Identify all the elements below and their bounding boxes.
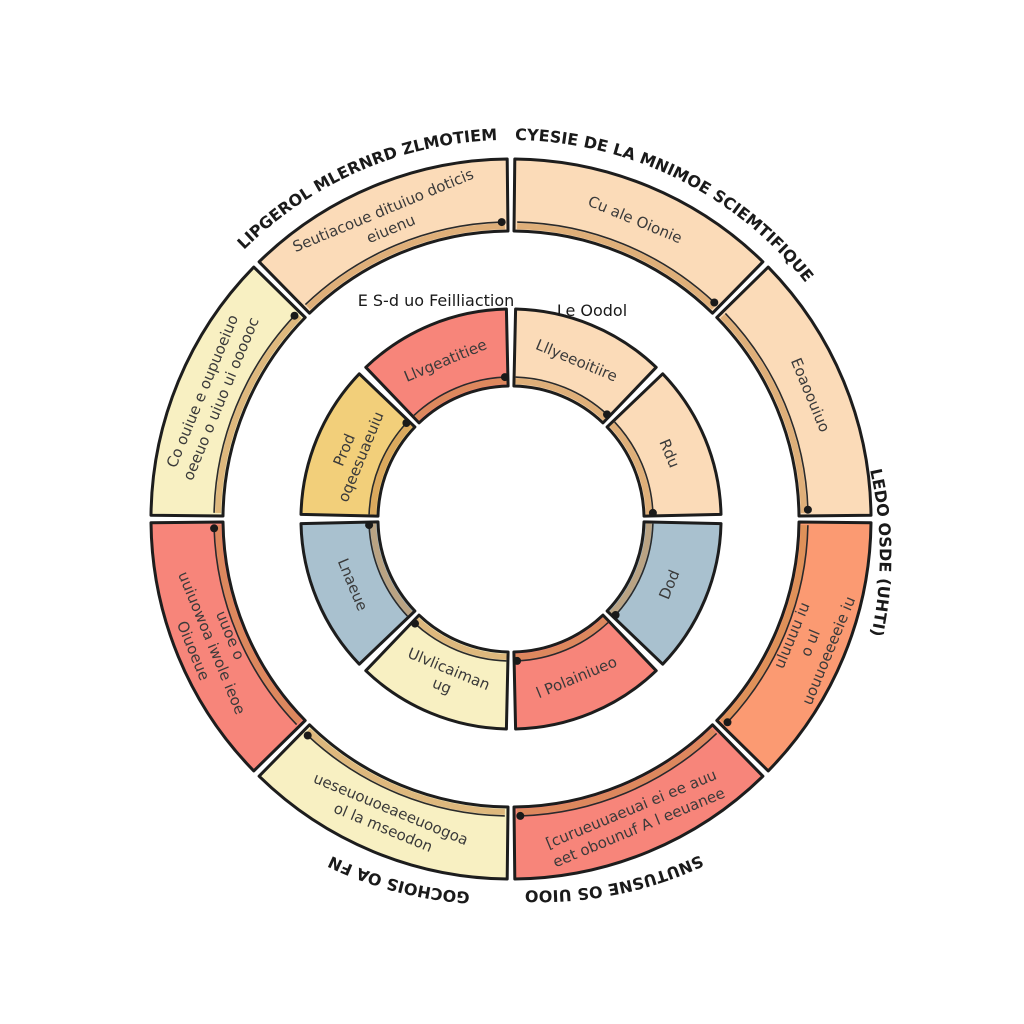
outer-segment-4-arrow-dot-icon bbox=[516, 811, 525, 820]
inner-segment-6-inner-shade bbox=[370, 523, 413, 616]
outer-segment-1-flow-arc bbox=[517, 221, 715, 304]
outer-segment-6-flow-arc bbox=[213, 528, 298, 726]
outer-segment-7 bbox=[149, 265, 307, 518]
inner-segment-3 bbox=[605, 520, 723, 666]
outer-segment-3 bbox=[715, 520, 873, 773]
inner-segment-2-arrow-dot-icon bbox=[648, 508, 657, 517]
inner-label-left: E S-d uo Feilliaction bbox=[358, 291, 515, 310]
inner-segment-5-arrow-dot-icon bbox=[411, 619, 419, 628]
inner-segment-8-inner-shade bbox=[414, 378, 507, 421]
inner-segment-3-arrow-dot-icon bbox=[611, 611, 620, 619]
outer-segment-5 bbox=[257, 723, 510, 881]
outer-segment-1 bbox=[512, 157, 765, 315]
outer-segment-5-flow-arc bbox=[307, 734, 505, 817]
inner-segment-7-arrow-dot-icon bbox=[402, 419, 411, 427]
inner-segment-1-flow-arc bbox=[515, 376, 608, 415]
outer-label-bottom-left: GOCHOIS OA FNOS bbox=[0, 0, 470, 907]
outer-segment-8-inner-shade bbox=[306, 223, 505, 310]
inner-segment-6-flow-arc bbox=[368, 525, 408, 617]
inner-segment-2 bbox=[605, 372, 723, 518]
outer-segment-2-inner-shade bbox=[720, 314, 807, 513]
outer-segment-2 bbox=[715, 265, 873, 518]
outer-segment-6 bbox=[149, 520, 307, 773]
outer-segment-3-flow-arc bbox=[726, 525, 809, 723]
outer-segment-3-arrow-dot-icon bbox=[723, 718, 732, 727]
inner-segment-5 bbox=[364, 613, 510, 731]
outer-segment-8 bbox=[257, 157, 510, 315]
outer-segment-7-flow-arc bbox=[213, 315, 296, 513]
inner-label-right: Le Oodol bbox=[557, 301, 627, 320]
inner-segment-2-flow-arc bbox=[614, 421, 654, 513]
outer-segment-4-inner-shade bbox=[517, 728, 716, 815]
inner-segment-2-inner-shade bbox=[609, 422, 652, 515]
inner-segment-3-inner-shade bbox=[609, 523, 652, 616]
outer-segment-7-arrow-dot-icon bbox=[290, 311, 299, 320]
inner-segment-5-line-2: ug bbox=[430, 674, 454, 698]
outer-segment-8-flow-arc bbox=[304, 221, 502, 306]
inner-segment-1 bbox=[512, 307, 658, 425]
outer-ring-labels: CYESIE DE LA MNIMOE SCIEMTIFIQUE LEDO OS… bbox=[0, 0, 895, 907]
inner-segment-8-arrow-dot-icon bbox=[500, 373, 509, 382]
outer-segment-6-inner-shade bbox=[215, 525, 302, 724]
inner-segment-4-inner-shade bbox=[515, 617, 608, 660]
outer-segment-6-arrow-dot-icon bbox=[210, 524, 219, 533]
outer-segment-7-inner-shade bbox=[215, 314, 302, 513]
inner-segment-7-flow-arc bbox=[368, 422, 407, 515]
inner-segment-7 bbox=[299, 372, 417, 518]
outer-segment-4-flow-arc bbox=[520, 732, 718, 817]
outer-segment-4 bbox=[512, 723, 765, 881]
inner-segment-6-arrow-dot-icon bbox=[365, 521, 374, 530]
outer-segment-2-arrow-dot-icon bbox=[803, 505, 812, 514]
inner-segment-3-flow-arc bbox=[615, 523, 654, 616]
outer-segment-2-flow-arc bbox=[724, 312, 809, 510]
inner-segment-1-inner-shade bbox=[515, 378, 608, 421]
inner-segment-7-inner-shade bbox=[370, 422, 413, 515]
inner-segment-4-arrow-dot-icon bbox=[513, 656, 522, 665]
inner-segment-5-inner-shade bbox=[414, 617, 507, 660]
inner-segment-5-flow-arc bbox=[414, 623, 507, 662]
outer-segment-5-arrow-dot-icon bbox=[303, 731, 312, 740]
inner-segment-4 bbox=[512, 613, 658, 731]
outer-segment-1-arrow-dot-icon bbox=[710, 298, 719, 307]
inner-segment-8-flow-arc bbox=[413, 376, 505, 416]
outer-segment-5-inner-shade bbox=[306, 728, 505, 815]
inner-segment-6 bbox=[299, 520, 417, 666]
outer-segment-3-inner-shade bbox=[720, 525, 807, 724]
inner-segment-4-flow-arc bbox=[517, 622, 609, 662]
outer-segment-1-inner-shade bbox=[517, 223, 716, 310]
inner-ring-labels: Le Oodol E S-d uo Feilliaction bbox=[358, 291, 627, 320]
inner-segment-8 bbox=[364, 307, 510, 425]
inner-segment-1-arrow-dot-icon bbox=[603, 410, 611, 419]
outer-segment-8-arrow-dot-icon bbox=[497, 218, 506, 227]
